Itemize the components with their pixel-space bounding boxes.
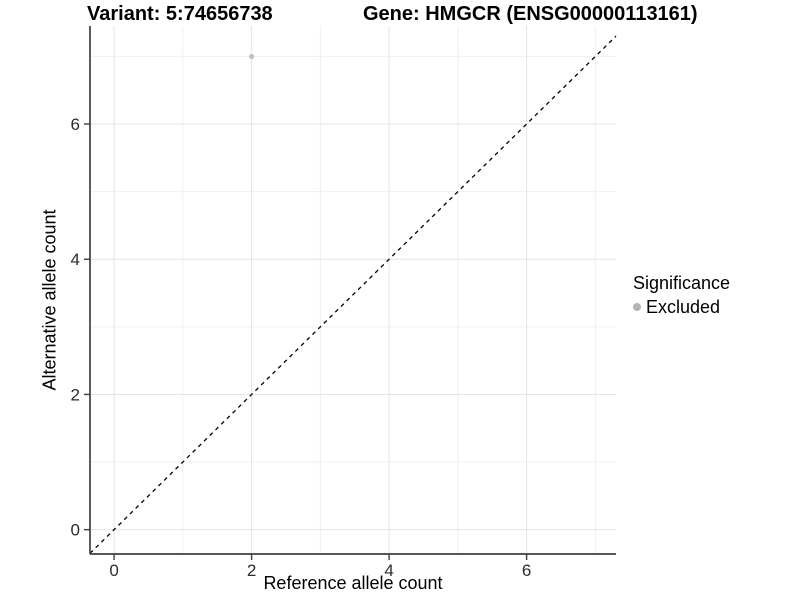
plot-title-gene: Gene: HMGCR (ENSG00000113161) xyxy=(363,3,698,25)
legend-item-excluded: Excluded xyxy=(633,297,730,317)
legend-item-label: Excluded xyxy=(646,297,721,317)
x-tick-label: 4 xyxy=(384,561,393,580)
legend: Significance Excluded xyxy=(633,273,730,317)
x-tick-label: 0 xyxy=(109,561,118,580)
legend-point-icon xyxy=(633,303,641,311)
legend-title: Significance xyxy=(633,273,731,293)
y-tick-label: 0 xyxy=(71,521,80,540)
y-tick-label: 6 xyxy=(71,115,80,134)
x-tick-label: 6 xyxy=(522,561,531,580)
y-tick-label: 4 xyxy=(71,250,80,269)
data-point xyxy=(248,53,255,60)
y-tick-label: 2 xyxy=(71,385,80,404)
y-axis-title: Alternative allele count xyxy=(39,209,60,391)
identity-line xyxy=(89,35,617,554)
x-axis-title: Reference allele count xyxy=(263,573,443,593)
x-tick-label: 2 xyxy=(247,561,256,580)
plot-title-variant: Variant: 5:74656738 xyxy=(87,3,273,25)
